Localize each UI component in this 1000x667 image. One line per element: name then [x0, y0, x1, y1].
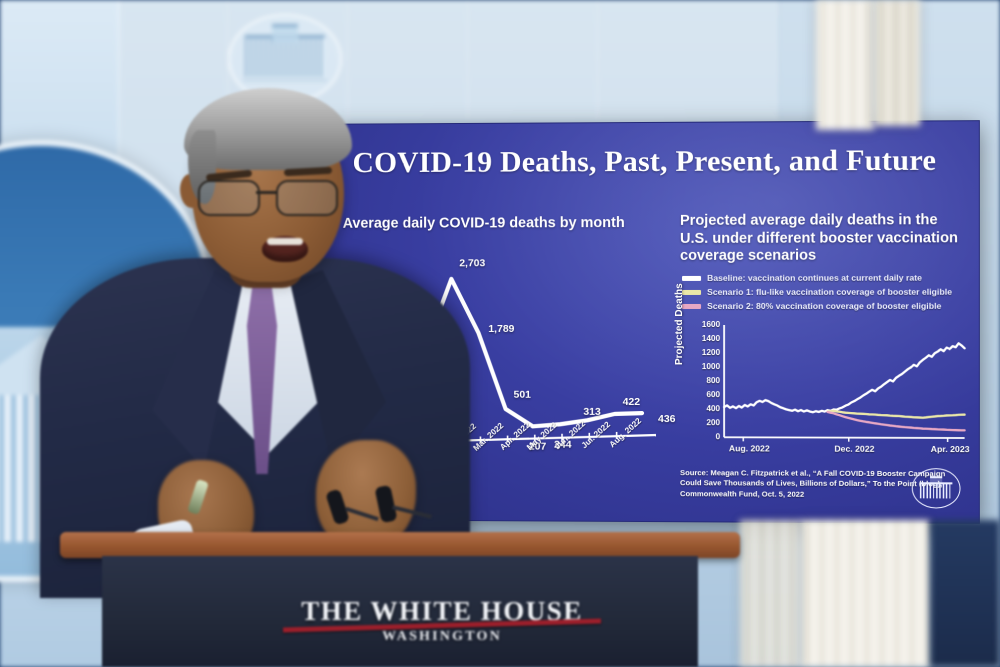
backdrop-panel [598, 0, 780, 120]
right-chart-y-tick-label: 0 [715, 432, 721, 442]
right-chart-legend: Baseline: vaccination continues at curre… [682, 273, 975, 315]
board-source-citation: Source: Meagan C. Fitzpatrick et al., “A… [680, 468, 946, 499]
right-chart-y-tick-label: 600 [706, 390, 721, 400]
right-chart-y-tick-label: 1600 [701, 319, 721, 330]
room-column [816, 0, 874, 130]
room-column [740, 520, 800, 667]
right-chart-x-tick-label: Aug. 2022 [728, 443, 770, 454]
speaker-mouth [262, 236, 308, 262]
speaker-hair [184, 88, 352, 204]
right-chart-y-tick-label: 1400 [701, 334, 721, 344]
right-chart-y-tick-label: 200 [706, 418, 721, 428]
right-chart-x-tick-label: Apr. 2023 [930, 443, 970, 455]
left-chart-point-label: 313 [583, 406, 601, 419]
right-chart-subtitle: Projected average daily deaths in the U.… [680, 212, 959, 265]
legend-label: Baseline: vaccination continues at curre… [707, 272, 922, 283]
right-chart-y-tick-label: 1000 [701, 362, 721, 372]
right-chart-x-axis [724, 437, 964, 438]
podium-top-rail [60, 532, 740, 558]
legend-item: Scenario 1: flu-like vaccination coverag… [682, 287, 975, 297]
right-line-chart: Projected Deaths 0 200 400 600 800 1000 1200 14… [674, 283, 973, 460]
left-chart-point-label: 1,789 [488, 322, 515, 335]
legend-item: Scenario 2: 80% vaccination coverage of … [682, 301, 975, 311]
room-column [800, 520, 930, 667]
left-line-chart: 741,0781,4722,7031,789501207244313422436… [325, 241, 676, 491]
speaker-glasses [198, 180, 346, 216]
right-chart-svg [680, 319, 973, 460]
right-chart-x-tick-label: Dec. 2022 [834, 443, 875, 454]
backdrop-panel [468, 0, 600, 120]
right-chart-series-0 [724, 343, 964, 412]
room-wall-right [930, 520, 1000, 667]
legend-label: Scenario 1: flu-like vaccination coverag… [707, 286, 952, 297]
podium-body: THE WHITE HOUSE WASHINGTON [102, 556, 698, 667]
right-chart-y-tick-label: 800 [706, 376, 721, 386]
white-house-logo-icon [911, 468, 961, 509]
podium: THE WHITE HOUSE WASHINGTON [60, 532, 740, 667]
podium-sign: THE WHITE HOUSE WASHINGTON [277, 596, 607, 645]
left-chart-point-label: 422 [622, 395, 641, 408]
legend-label: Scenario 2: 80% vaccination coverage of … [707, 300, 942, 311]
right-chart-y-tick-label: 400 [706, 404, 721, 414]
podium-sign-line2: WASHINGTON [382, 629, 502, 644]
left-chart-point-label: 501 [513, 389, 531, 402]
left-chart-svg [325, 241, 672, 491]
left-chart-point-label: 436 [657, 413, 676, 426]
presentation-board: COVID-19 Deaths, Past, Present, and Futu… [310, 120, 980, 524]
right-chart-y-tick-label: 1200 [701, 348, 721, 358]
backdrop-panel [348, 0, 470, 120]
room-column [874, 0, 920, 126]
legend-swatch-baseline [682, 275, 702, 281]
legend-item: Baseline: vaccination continues at curre… [682, 273, 975, 283]
